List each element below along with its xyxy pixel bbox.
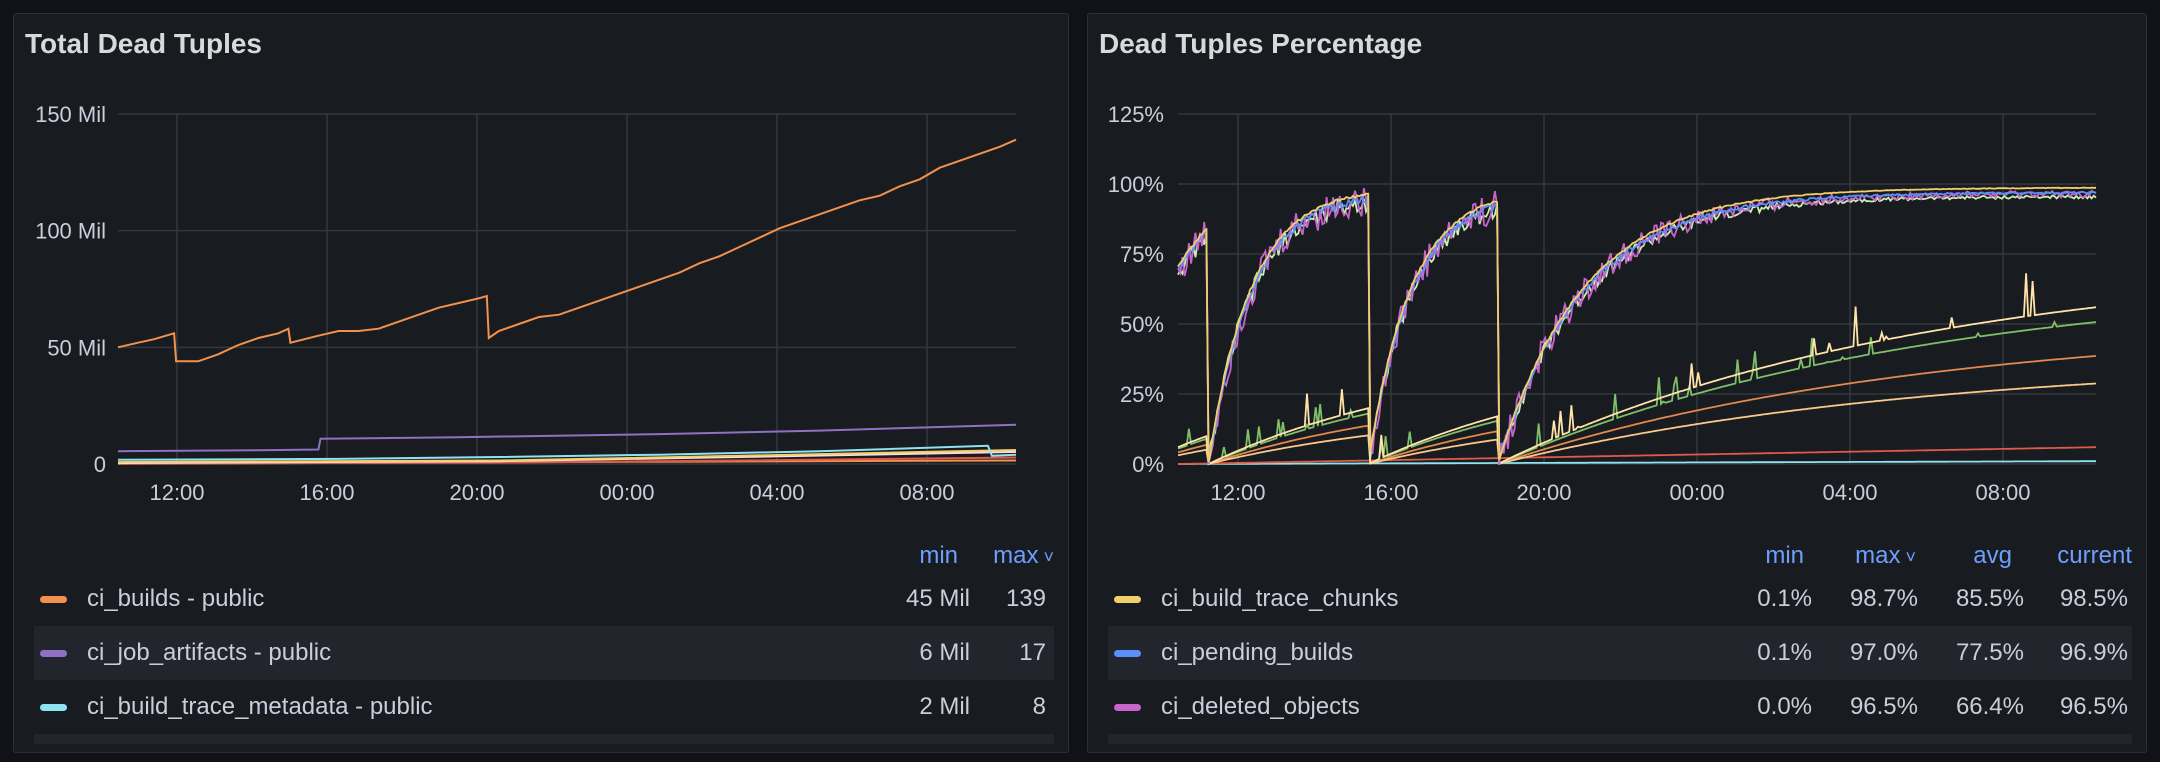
series-name[interactable]: ci_job_artifacts - public <box>87 639 332 666</box>
legend-row[interactable]: ci_job_artifacts - public 6 Mil 17 <box>34 626 1054 680</box>
y-tick-label: 100 Mil <box>35 219 106 244</box>
series-color-swatch[interactable] <box>1114 596 1141 603</box>
legend-avg-value: 85.5% <box>1955 585 2024 612</box>
legend-row[interactable]: ci_deleted_objects 0.0% 96.5% 66.4% 96.5… <box>1108 680 2132 734</box>
series-color-swatch[interactable] <box>40 704 67 711</box>
series-line <box>117 423 1017 453</box>
dead-tuples-percentage-panel: Dead Tuples Percentage 0% 25% 50% 75% 100% 12… <box>1087 13 2147 753</box>
y-tick-label: 0% <box>1132 452 1164 477</box>
series-line <box>117 138 1017 363</box>
legend-header: min max ˅ avg current <box>1108 524 2132 569</box>
legend-row[interactable]: ci_builds - public 45 Mil 139 <box>34 572 1054 626</box>
series-name[interactable]: ci_build_trace_metadata - public <box>87 693 433 720</box>
x-tick-label: 04:00 <box>1822 480 1877 505</box>
chevron-down-icon: ˅ <box>1900 547 1916 567</box>
series-line <box>1178 446 2096 465</box>
legend-min-value: 2 Mil <box>919 693 970 720</box>
legend-min-value: 0.1% <box>1757 585 1812 612</box>
series-name[interactable]: ci_build_trace_chunks <box>1161 585 1399 612</box>
series-color-swatch[interactable] <box>1114 704 1141 711</box>
legend-scroll-area[interactable] <box>1108 734 2132 744</box>
legend-sort-avg[interactable]: avg <box>1973 542 2012 569</box>
y-tick-label: 50% <box>1120 312 1164 337</box>
series-color-swatch[interactable] <box>40 650 67 657</box>
y-tick-label: 150 Mil <box>35 102 106 127</box>
series-line <box>1177 188 2097 465</box>
legend-sort-current[interactable]: current <box>2057 542 2132 569</box>
series-name[interactable]: ci_pending_builds <box>1161 639 1354 666</box>
legend-row[interactable]: ci_build_trace_chunks 0.1% 98.7% 85.5% 9… <box>1108 572 2132 626</box>
y-tick-label: 50 Mil <box>47 335 106 360</box>
series-line <box>1178 460 2096 465</box>
legend-header: min max ˅ <box>34 524 1054 569</box>
series-line <box>1177 273 2097 466</box>
x-tick-label: 00:00 <box>599 480 654 505</box>
legend-max-value: 8 <box>1032 693 1046 720</box>
legend-max-value: 97.0% <box>1849 639 1918 666</box>
legend-avg-value: 66.4% <box>1955 693 2024 720</box>
series-line <box>117 444 1017 461</box>
legend-sort-min[interactable]: min <box>919 542 958 569</box>
legend-scroll-area[interactable] <box>34 734 1054 744</box>
y-tick-label: 125% <box>1108 102 1164 127</box>
total-dead-tuples-chart[interactable]: 0 50 Mil 100 Mil 150 Mil 12:00 16:00 20:00 00:0… <box>14 14 1070 514</box>
legend-current-value: 96.5% <box>2059 693 2128 720</box>
legend-avg-value: 77.5% <box>1955 639 2024 666</box>
chevron-down-icon: ˅ <box>1038 547 1054 567</box>
legend-max-value: 96.5% <box>1849 693 1918 720</box>
panel-title[interactable]: Total Dead Tuples <box>25 28 262 59</box>
series-name[interactable]: ci_builds - public <box>87 585 265 612</box>
legend-row[interactable]: ci_build_trace_metadata - public 2 Mil 8 <box>34 680 1054 734</box>
x-tick-label: 12:00 <box>149 480 204 505</box>
legend-sort-max[interactable]: max ˅ <box>1855 542 1916 569</box>
legend-row[interactable]: ci_pending_builds 0.1% 97.0% 77.5% 96.9% <box>1108 626 2132 680</box>
x-tick-label: 16:00 <box>1363 480 1418 505</box>
legend-max-value: 139 <box>1005 585 1046 612</box>
legend-min-value: 45 Mil <box>905 585 970 612</box>
dead-tuples-percentage-chart[interactable]: 0% 25% 50% 75% 100% 125% 12:00 16:00 20:00 00:00 0… <box>1088 14 2148 514</box>
series-line <box>1177 382 2097 466</box>
series-color-swatch[interactable] <box>40 596 67 603</box>
legend-max-value: 17 <box>1019 639 1046 666</box>
legend-max-value: 98.7% <box>1849 585 1918 612</box>
legend-sort-min[interactable]: min <box>1765 542 1804 569</box>
x-tick-label: 00:00 <box>1669 480 1724 505</box>
x-tick-label: 16:00 <box>299 480 354 505</box>
x-tick-label: 20:00 <box>1516 480 1571 505</box>
y-tick-label: 0 <box>94 452 106 477</box>
y-tick-label: 25% <box>1120 382 1164 407</box>
series-line <box>1177 355 2097 466</box>
y-tick-label: 75% <box>1120 242 1164 267</box>
x-tick-label: 08:00 <box>1975 480 2030 505</box>
total-dead-tuples-panel: Total Dead Tuples 0 50 Mil 100 Mil 150 Mil 1… <box>13 13 1069 753</box>
legend-current-value: 98.5% <box>2059 585 2128 612</box>
series-name[interactable]: ci_deleted_objects <box>1161 693 1360 720</box>
series-line <box>1177 320 2097 466</box>
legend-min-value: 0.1% <box>1757 639 1812 666</box>
x-tick-label: 20:00 <box>449 480 504 505</box>
panel-title[interactable]: Dead Tuples Percentage <box>1099 28 1423 59</box>
x-tick-label: 04:00 <box>749 480 804 505</box>
x-tick-label: 12:00 <box>1210 480 1265 505</box>
series-color-swatch[interactable] <box>1114 650 1141 657</box>
series-line <box>1177 186 2096 463</box>
series-line <box>117 449 1017 464</box>
legend-min-value: 0.0% <box>1757 693 1812 720</box>
series-line <box>1177 194 2097 461</box>
legend-current-value: 96.9% <box>2059 639 2128 666</box>
legend-sort-max[interactable]: max ˅ <box>993 542 1054 569</box>
x-tick-label: 08:00 <box>899 480 954 505</box>
y-tick-label: 100% <box>1108 172 1164 197</box>
legend-min-value: 6 Mil <box>919 639 970 666</box>
